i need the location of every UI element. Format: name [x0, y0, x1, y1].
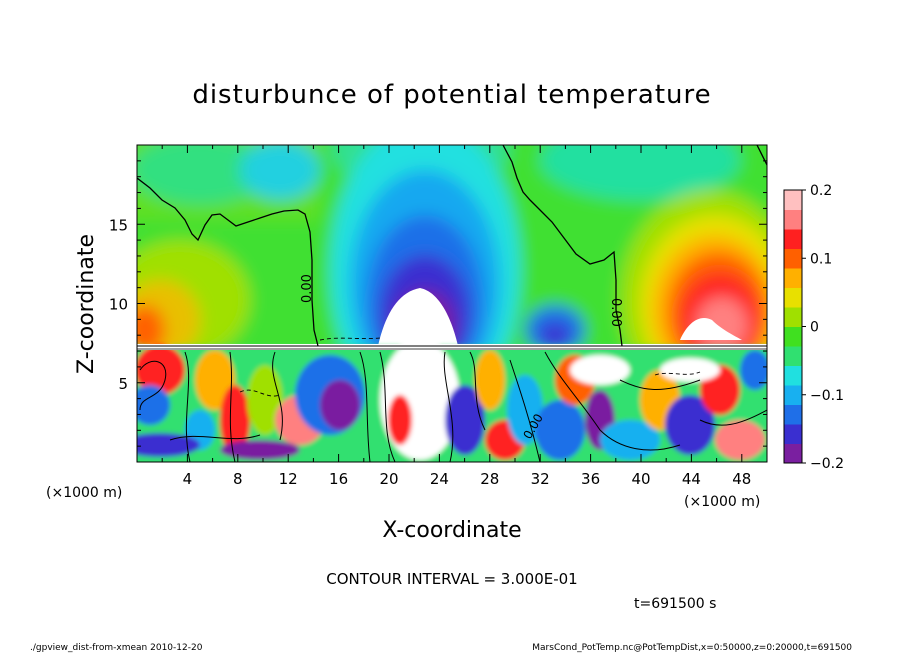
lower-contour-lines [139, 351, 767, 462]
plot-area: 0.00 0.00 0.00 [137, 145, 767, 462]
colorbar-swatch [784, 307, 802, 327]
x-unit-right: (×1000 m) [684, 494, 760, 510]
colorbar-swatch [784, 287, 802, 308]
footer-right: MarsCond_PotTemp.nc@PotTempDist,x=0:5000… [532, 643, 852, 653]
y-axis-label: Z-coordinate [74, 234, 99, 374]
lower-field [137, 340, 767, 462]
colorbar-swatch [784, 443, 802, 464]
colorbar-label: 0.1 [810, 251, 832, 267]
colorbar-swatch [784, 404, 802, 425]
x-axis-label: X-coordinate [382, 518, 521, 543]
colorbar-swatch [784, 209, 802, 230]
colorbar-swatch [784, 365, 802, 386]
y-tick-label-10: 10 [109, 296, 128, 314]
zero-contour-lines [137, 145, 767, 347]
colorbar-swatch [784, 268, 802, 288]
x-tick-label-40: 40 [631, 470, 650, 488]
x-tick-label-12: 12 [279, 470, 298, 488]
dashed-contour-lines [239, 337, 701, 397]
colorbar-label: 0.2 [810, 183, 832, 199]
footer-left: ./gpview_dist-from-xmean 2010-12-20 [30, 643, 203, 653]
colorbar-swatch [784, 190, 802, 210]
x-tick-label-4: 4 [183, 470, 193, 488]
colorbar-label: −0.1 [810, 388, 844, 404]
time-label: t=691500 s [634, 596, 716, 612]
contour-label-right: 0.00 [608, 298, 623, 327]
chart-title: disturbunce of potential temperature [192, 80, 711, 110]
contour-label-left: 0.00 [300, 274, 315, 303]
colorbar-label: −0.2 [810, 456, 844, 472]
y-tick-label-15: 15 [109, 216, 128, 234]
x-tick-label-8: 8 [233, 470, 243, 488]
x-tick-label-16: 16 [329, 470, 348, 488]
x-tick-label-44: 44 [682, 470, 701, 488]
colorbar-labels: −0.2 −0.1 0 0.1 0.2 [802, 183, 844, 472]
y-tick-labels: 5 10 15 [109, 216, 128, 393]
x-tick-label-36: 36 [581, 470, 600, 488]
colorbar [784, 190, 802, 464]
colorbar-swatch [784, 424, 802, 444]
colorbar-swatch [784, 229, 802, 249]
colorbar-swatch [784, 248, 802, 269]
x-tick-label-20: 20 [379, 470, 398, 488]
colorbar-swatch [784, 346, 802, 366]
y-tick-label-5: 5 [118, 375, 128, 393]
x-tick-label-28: 28 [480, 470, 499, 488]
x-unit-left: (×1000 m) [46, 485, 122, 501]
x-tick-labels: 4 8 12 16 20 24 28 32 36 40 44 48 [183, 470, 752, 488]
colorbar-label: 0 [810, 320, 819, 336]
colorbar-swatch [784, 385, 802, 405]
colorbar-swatch [784, 326, 802, 347]
axis-ticks [137, 144, 767, 463]
x-tick-label-32: 32 [531, 470, 550, 488]
contour-interval: CONTOUR INTERVAL = 3.000E-01 [326, 570, 577, 588]
x-tick-label-48: 48 [732, 470, 751, 488]
x-tick-label-24: 24 [430, 470, 449, 488]
